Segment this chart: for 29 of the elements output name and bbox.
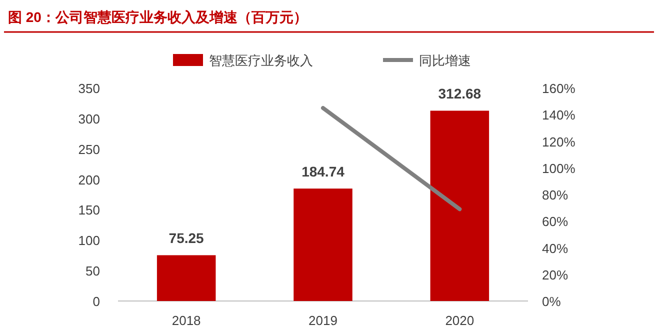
y2-tick-label: 100% (542, 160, 576, 176)
y-tick-label: 200 (78, 172, 100, 188)
y2-tick-label: 80% (542, 188, 568, 202)
y-tick-label: 250 (78, 142, 100, 157)
legend-label: 同比增速 (419, 53, 471, 68)
data-label: 184.74 (302, 164, 345, 180)
x-tick-label: 2019 (308, 313, 338, 328)
y2-tick-label: 60% (542, 214, 568, 230)
legend-label: 智慧医疗业务收入 (209, 53, 313, 68)
y-tick-label: 100 (78, 233, 100, 248)
data-label: 75.25 (168, 230, 204, 246)
x-tick-label: 2018 (172, 313, 201, 328)
y2-tick-label: 140% (542, 108, 576, 123)
y2-tick-label: 160% (542, 81, 576, 96)
bar (156, 255, 216, 301)
y2-tick-label: 120% (542, 134, 576, 150)
bar (294, 188, 352, 301)
chart-title: 图 20：公司智慧医疗业务收入及增速（百万元） (8, 9, 308, 25)
x-tick-label: 2020 (445, 313, 474, 328)
y-tick-label: 150 (78, 202, 100, 218)
y-tick-label: 0 (92, 294, 100, 309)
y2-tick-label: 40% (542, 240, 568, 256)
y2-tick-label: 0% (542, 294, 562, 309)
bar (430, 110, 490, 301)
y-tick-label: 350 (78, 81, 100, 96)
y-tick-label: 50 (86, 264, 100, 279)
y2-tick-label: 20% (542, 267, 568, 282)
y-tick-label: 300 (78, 111, 100, 126)
data-label: 312.68 (438, 86, 482, 102)
